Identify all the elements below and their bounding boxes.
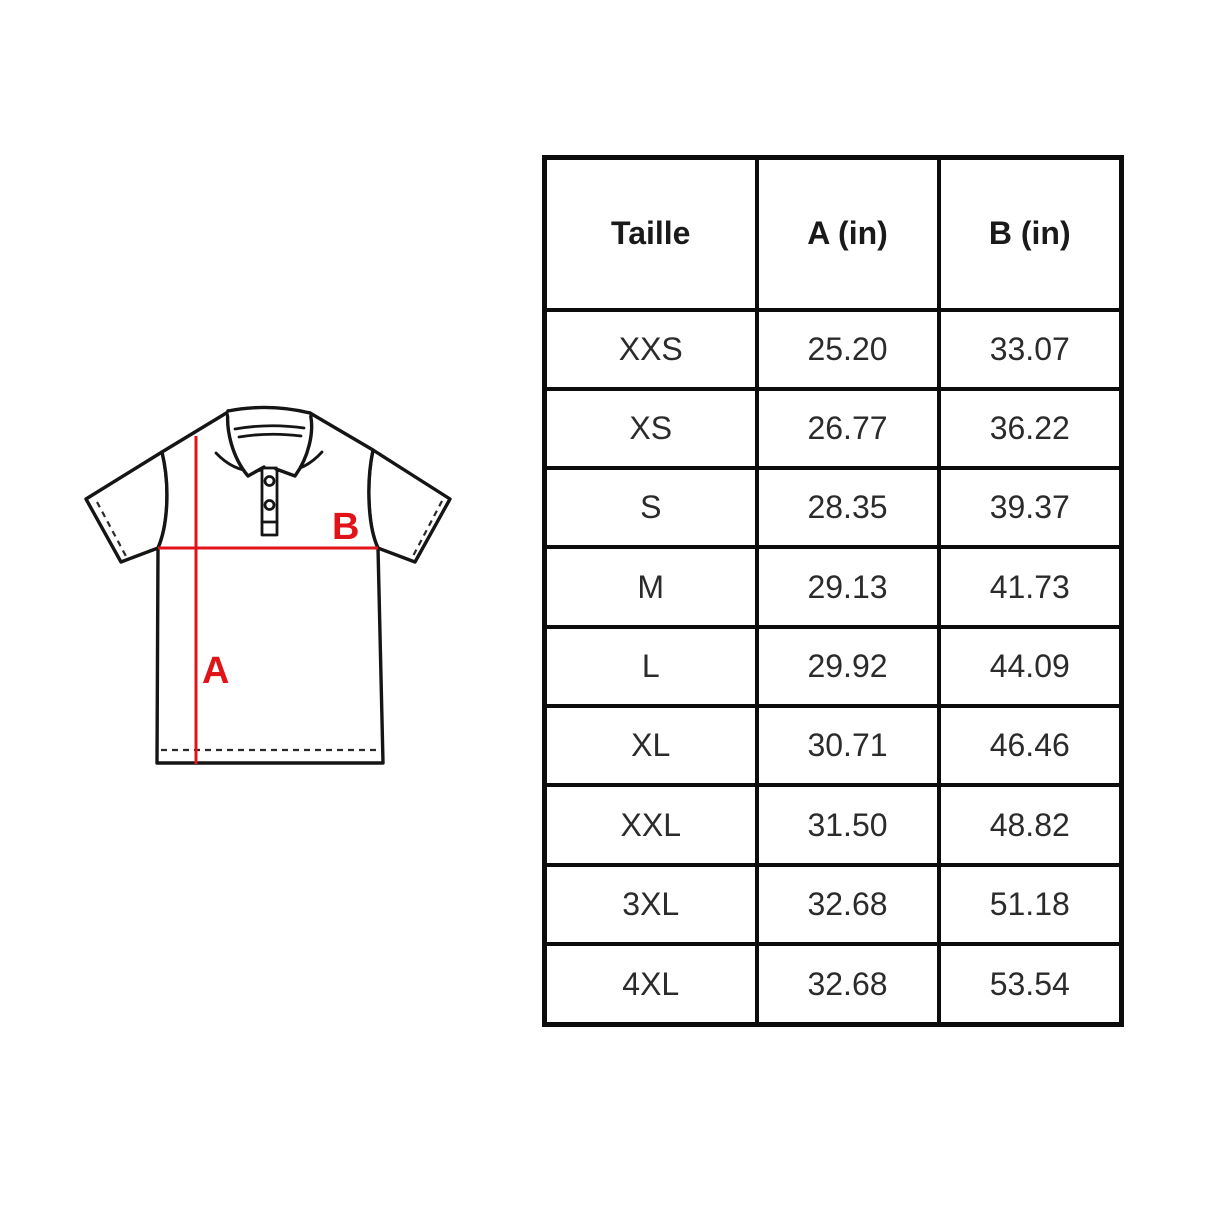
collar-band-fill [228,407,310,428]
size-cell: XXS [542,307,759,391]
collar-flap-right-edge [274,411,314,478]
measure-a-cell: 30.71 [754,704,941,788]
measure-b-cell: 39.37 [936,466,1124,550]
size-cell: XS [542,386,759,471]
table-row: XXL 31.50 48.82 [542,783,1124,867]
polo-shirt-diagram: A B [84,405,452,765]
measure-b-cell: 41.73 [936,545,1124,629]
table-row: L 29.92 44.09 [542,624,1124,709]
size-cell: XL [542,704,759,788]
button-top [263,475,276,487]
size-cell: 4XL [542,942,759,1027]
size-cell: M [542,545,759,629]
table-row: 4XL 32.68 53.54 [542,942,1124,1027]
measure-a-cell: 26.77 [754,386,941,471]
table-row: 3XL 32.68 51.18 [542,862,1124,947]
table-row: M 29.13 41.73 [542,545,1124,629]
measure-b-cell: 33.07 [936,307,1124,391]
measure-b-cell: 48.82 [936,783,1124,867]
measure-b-cell: 46.46 [936,704,1124,788]
size-table-container: Taille A (in) B (in) XXS 25.20 33.07 XS 26.7… [542,155,1124,1027]
measure-b-cell: 36.22 [936,386,1124,471]
left-sleeve [84,450,169,564]
collar-fold-line-1 [233,424,306,431]
collar-flap-left-edge [225,409,266,478]
col-header-a-in: A (in) [754,155,941,312]
size-table-body: XXS 25.20 33.07 XS 26.77 36.22 S 28.35 39.37 M 29.… [542,307,1124,1027]
table-row: XXS 25.20 33.07 [542,307,1124,391]
button-bottom [263,499,276,511]
measure-a-cell: 29.92 [754,624,941,709]
measure-label-b: B [332,506,359,548]
measure-b-cell: 44.09 [936,624,1124,709]
table-row: XL 30.71 46.46 [542,704,1124,788]
table-row: S 28.35 39.37 [542,466,1124,550]
size-cell: 3XL [542,862,759,947]
header-row: Taille A (in) B (in) [542,155,1124,312]
size-cell: S [542,466,759,550]
measure-b-cell: 51.18 [936,862,1124,947]
measure-a-cell: 29.13 [754,545,941,629]
measure-a-cell: 32.68 [754,862,941,947]
collar-flap-left-fill [227,411,264,476]
col-header-b-in: B (in) [936,155,1124,312]
size-cell: L [542,624,759,709]
measure-a-cell: 31.50 [754,783,941,867]
col-header-taille: Taille [542,155,759,312]
shirt-body [155,410,385,765]
right-sleeve [367,448,452,564]
measure-b-cell: 53.54 [936,942,1124,1027]
collar-band-top [226,405,312,415]
size-table: Taille A (in) B (in) XXS 25.20 33.07 XS 26.7… [542,155,1124,1027]
measure-a-cell: 32.68 [754,942,941,1027]
measure-label-a: A [202,650,229,692]
table-row: XS 26.77 36.22 [542,386,1124,471]
measure-a-cell: 28.35 [754,466,941,550]
size-cell: XXL [542,783,759,867]
collar-fold-line-2 [237,432,303,439]
measure-a-cell: 25.20 [754,307,941,391]
